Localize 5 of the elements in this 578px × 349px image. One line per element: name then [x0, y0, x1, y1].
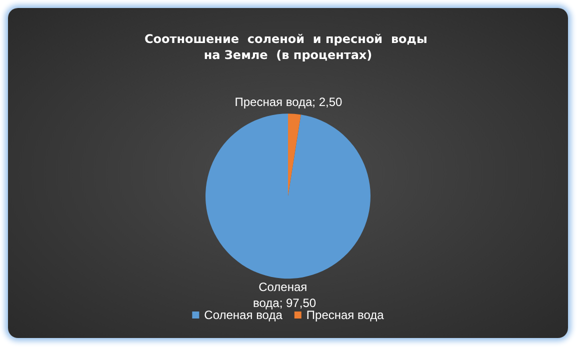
- legend-label: Пресная вода: [306, 308, 384, 322]
- chart-title: Соотношение соленой и пресной воды на Земле (в процентах): [144, 32, 432, 62]
- legend-label: Соленая вода: [204, 308, 283, 322]
- data-label: Соленая вода; 97,50: [253, 280, 316, 310]
- data-label: Пресная вода; 2,50: [234, 94, 343, 109]
